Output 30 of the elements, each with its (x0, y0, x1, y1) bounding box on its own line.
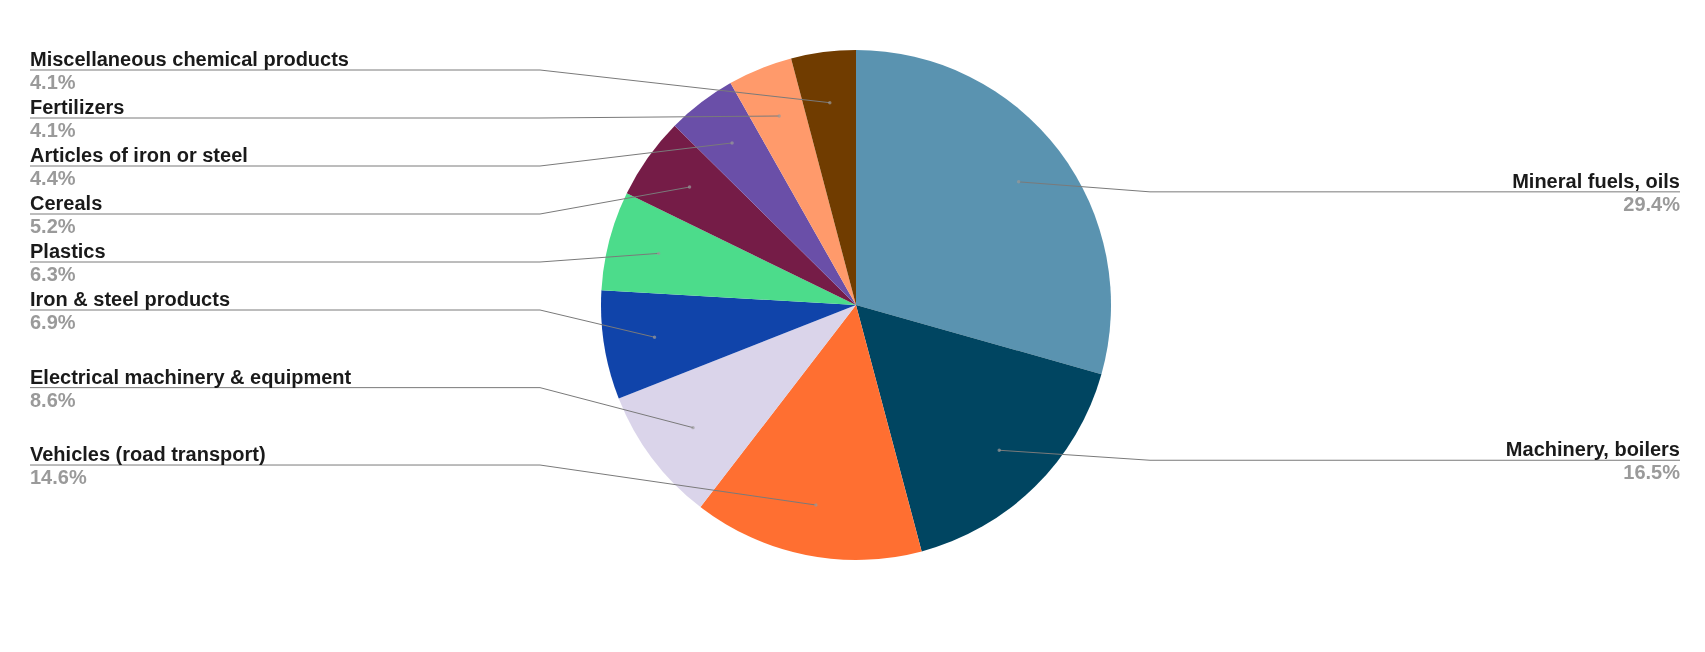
slice-label: Mineral fuels, oils (1512, 169, 1680, 192)
pie-slice (674, 83, 856, 305)
pie-slice (700, 305, 922, 560)
pie-slice (791, 50, 856, 305)
pie-slice (730, 58, 856, 305)
pie-slice (626, 125, 856, 305)
slice-label: Plastics (30, 240, 106, 262)
pie-slice (601, 193, 856, 305)
data-label: 8.6% (30, 388, 76, 411)
slice-label: Iron & steel products (30, 288, 231, 310)
data-label: 5.2% (30, 215, 76, 237)
pie-slice (856, 50, 1111, 375)
pie-slice (618, 305, 856, 508)
slice-label: Cereals (30, 192, 103, 214)
slice-label: Machinery, boilers (1505, 438, 1680, 461)
data-label: 6.3% (30, 263, 76, 285)
slice-label: Articles of iron or steel (30, 144, 248, 166)
data-label: 16.5% (1623, 461, 1681, 484)
pie-slice (601, 290, 856, 399)
slice-label: Electrical machinery & equipment (30, 365, 352, 388)
slice-label: Vehicles (road transport) (30, 443, 266, 466)
data-label: 4.1% (30, 71, 76, 93)
pie-slice (856, 305, 1102, 552)
data-label: 4.4% (30, 167, 76, 189)
data-label: 4.1% (30, 119, 76, 141)
data-label: 29.4% (1623, 192, 1681, 215)
data-label: 6.9% (30, 311, 76, 333)
slice-label: Miscellaneous chemical products (30, 48, 349, 70)
slice-label: Fertilizers (30, 96, 125, 118)
data-label: 14.6% (30, 466, 87, 489)
